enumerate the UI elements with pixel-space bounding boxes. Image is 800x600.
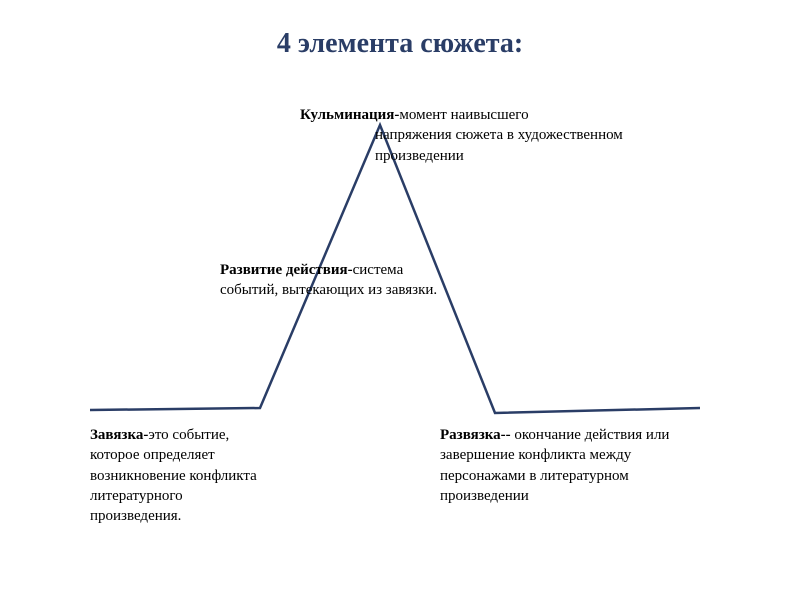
label-razvyazka: Развязка-- окончание действия или заверш…: [440, 425, 760, 506]
label-razvitie-rest: система: [353, 262, 404, 278]
label-zavyazka-rest: это событие,: [148, 427, 229, 443]
label-zavyazka-line3: возникновение конфликта: [90, 468, 257, 484]
label-zavyazka-line2: которое определяет: [90, 447, 215, 463]
label-razvitie-line2: событий, вытекающих из завязки.: [220, 282, 437, 298]
label-razvyazka-line2: завершение конфликта между: [440, 447, 631, 463]
label-zavyazka-line4: литературного: [90, 488, 183, 504]
label-razvyazka-term: Развязка--: [440, 427, 511, 443]
label-razvyazka-line4: произведении: [440, 488, 529, 504]
label-razvyazka-rest: окончание действия или: [511, 427, 670, 443]
label-razvitie: Развитие действия-система событий, вытек…: [220, 260, 540, 301]
label-kulminatsiya-line3: произведении: [300, 148, 464, 164]
label-kulminatsiya: Кульминация-момент наивысшего напряжения…: [300, 105, 700, 166]
label-razvyazka-line3: персонажами в литературном: [440, 468, 629, 484]
label-razvitie-term: Развитие действия-: [220, 262, 353, 278]
label-zavyazka-line5: произведения.: [90, 508, 181, 524]
label-kulminatsiya-line2: напряжения сюжета в художественном: [300, 127, 623, 143]
label-kulminatsiya-rest: момент наивысшего: [399, 107, 528, 123]
label-zavyazka-term: Завязка-: [90, 427, 148, 443]
label-kulminatsiya-term: Кульминация-: [300, 107, 399, 123]
label-zavyazka: Завязка-это событие, которое определяет …: [90, 425, 350, 526]
